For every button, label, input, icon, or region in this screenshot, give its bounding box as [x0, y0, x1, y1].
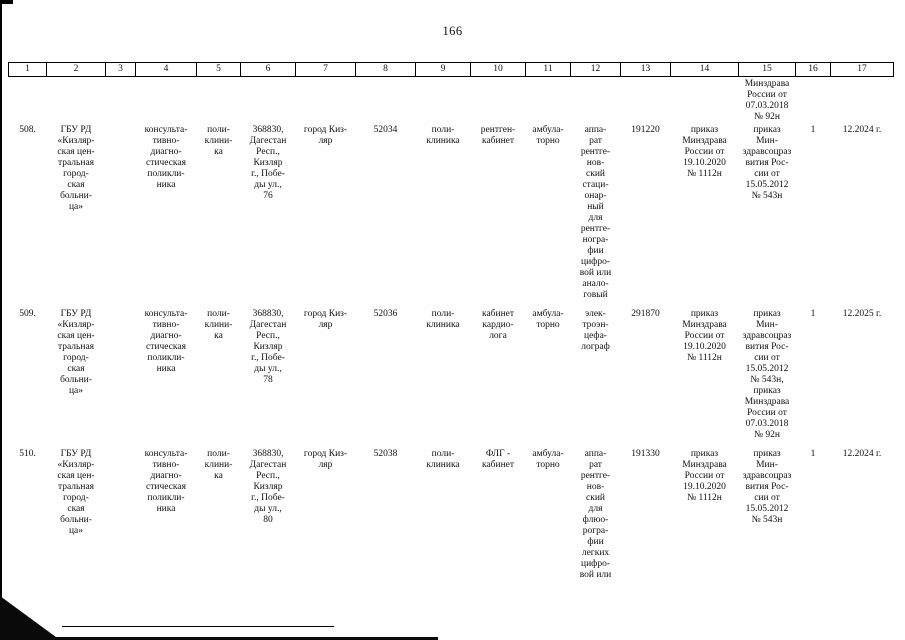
column-number-header-row: 1 2 3 4 5 6 7 8 9 10 11 12 13 14 15 16 1… — [8, 62, 894, 77]
column-number: 14 — [670, 62, 739, 77]
license-order: приказ Минздрава России от 19.10.2020 № … — [682, 309, 727, 363]
cabinet: рентген- кабинет — [480, 125, 516, 146]
department: поли- клиника — [426, 309, 460, 330]
column-number: 6 — [240, 62, 296, 77]
standard-order: приказ Мин- здравсоцраз вития Рос- сии о… — [742, 449, 792, 525]
cabinet: ФЛГ - кабинет — [481, 449, 515, 470]
empty-cell — [9, 77, 739, 124]
scan-artifact-bottom-left-corner — [0, 596, 60, 640]
table-row: 509. ГБУ РД «Кизляр- ская цен- тральная … — [9, 307, 894, 447]
unit-type: поли- клини- ка — [204, 125, 233, 157]
equipment: аппа- рат рентге- нов- ский для флюо- ро… — [579, 449, 612, 580]
facility-name: ГБУ РД «Кизляр- ская цен- тральная город… — [57, 125, 95, 212]
scan-edge-artifact-left — [0, 0, 2, 640]
address: 368830, Дагестан Респ., Кизляр г., Побе-… — [249, 449, 287, 525]
subdivision: консульта- тивно- диагно- стическая поли… — [144, 125, 188, 190]
quantity: 1 — [810, 125, 816, 135]
quantity: 1 — [810, 449, 816, 459]
code: 52038 — [373, 449, 398, 459]
address: 368830, Дагестан Респ., Кизляр г., Побе-… — [249, 125, 287, 201]
empty-cell — [106, 447, 136, 587]
empty-cell — [106, 123, 136, 307]
date: 12.2024 г. — [842, 125, 882, 135]
empty-cell — [106, 307, 136, 447]
standard-order-carryover: Минздрава России от 07.03.2018 № 92н — [744, 79, 790, 122]
equipment-code: 191330 — [631, 449, 660, 459]
city: город Киз- ляр — [303, 125, 348, 146]
row-number: 509. — [19, 309, 36, 319]
column-number: 17 — [830, 62, 894, 77]
care-form: амбула- торно — [532, 309, 564, 330]
column-number: 1 — [8, 62, 47, 77]
next-row-border-fragment — [62, 626, 334, 627]
license-order: приказ Минздрава России от 19.10.2020 № … — [682, 449, 727, 503]
column-number: 16 — [795, 62, 831, 77]
column-number: 11 — [525, 62, 571, 77]
scan-artifact-top-left — [0, 0, 13, 4]
date: 12.2024 г. — [842, 449, 882, 459]
column-number: 15 — [738, 62, 796, 77]
date: 12.2025 г. — [842, 309, 882, 319]
empty-cell — [796, 77, 894, 124]
equipment-code: 191220 — [631, 125, 660, 135]
care-form: амбула- торно — [532, 449, 564, 470]
column-number: 4 — [135, 62, 197, 77]
subdivision: консульта- тивно- диагно- стическая поли… — [144, 449, 188, 514]
row-number: 510. — [19, 449, 36, 459]
address: 368830, Дагестан Респ., Кизляр г., Побе-… — [249, 309, 287, 385]
carryover-row: Минздрава России от 07.03.2018 № 92н — [9, 77, 894, 124]
care-form: амбула- торно — [532, 125, 564, 146]
city: город Киз- ляр — [303, 449, 348, 470]
facility-name: ГБУ РД «Кизляр- ская цен- тральная город… — [57, 309, 95, 396]
equipment-code: 291870 — [631, 309, 660, 319]
column-number: 3 — [105, 62, 136, 77]
column-number: 2 — [46, 62, 106, 77]
standard-order: приказ Мин- здравсоцраз вития Рос- сии о… — [742, 125, 792, 201]
facilities-table: 1 2 3 4 5 6 7 8 9 10 11 12 13 14 15 16 1… — [8, 62, 894, 587]
department: поли- клиника — [426, 125, 460, 146]
equipment: аппа- рат рентге- нов- ский стаци- онар-… — [579, 125, 612, 300]
row-number: 508. — [19, 125, 36, 135]
unit-type: поли- клини- ка — [204, 449, 233, 481]
standard-order: приказ Мин- здравсоцраз вития Рос- сии о… — [742, 309, 792, 440]
equipment: элек- троэн- цефа- лограф — [581, 309, 610, 352]
department: поли- клиника — [426, 449, 460, 470]
cabinet: кабинет кардио- лога — [481, 309, 515, 341]
subdivision: консульта- тивно- диагно- стическая поли… — [144, 309, 188, 374]
table-row: 508. ГБУ РД «Кизляр- ская цен- тральная … — [9, 123, 894, 307]
page-number: 166 — [442, 24, 463, 38]
column-number: 8 — [355, 62, 416, 77]
column-number: 9 — [415, 62, 471, 77]
license-order: приказ Минздрава России от 19.10.2020 № … — [682, 125, 727, 179]
facility-name: ГБУ РД «Кизляр- ская цен- тральная город… — [57, 449, 95, 536]
scan-edge-artifact-bottom — [0, 637, 438, 640]
unit-type: поли- клини- ка — [204, 309, 233, 341]
city: город Киз- ляр — [303, 309, 348, 330]
code: 52034 — [373, 125, 398, 135]
column-number: 13 — [620, 62, 671, 77]
table-row: 510. ГБУ РД «Кизляр- ская цен- тральная … — [9, 447, 894, 587]
code: 52036 — [373, 309, 398, 319]
quantity: 1 — [810, 309, 816, 319]
column-number: 5 — [196, 62, 241, 77]
column-number: 7 — [295, 62, 356, 77]
column-number: 12 — [570, 62, 621, 77]
column-number: 10 — [470, 62, 526, 77]
